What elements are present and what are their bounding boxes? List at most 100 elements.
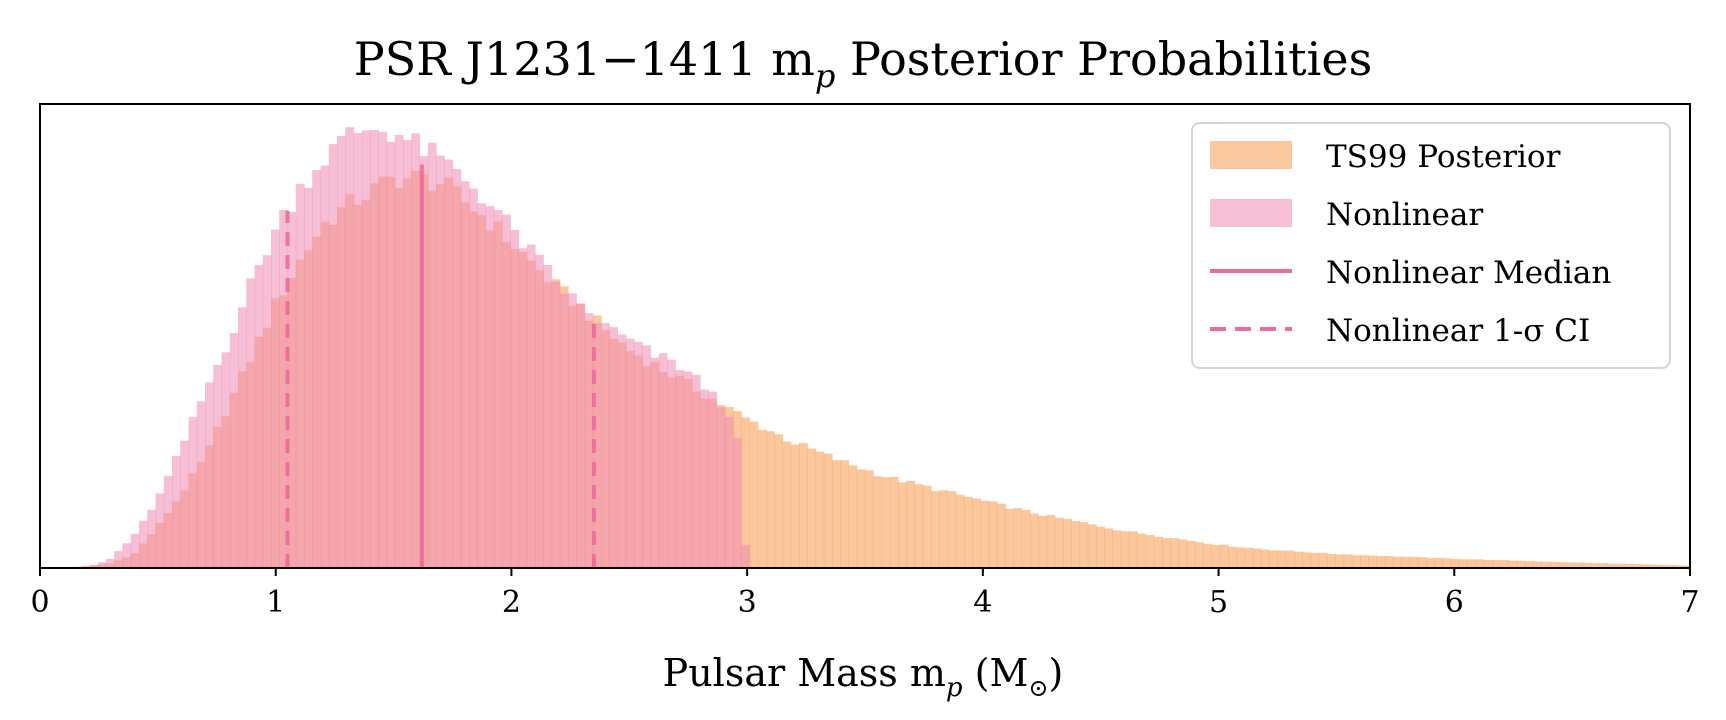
histogram-bar <box>741 417 751 568</box>
histogram-bar <box>1285 550 1295 568</box>
histogram-bar <box>1071 520 1081 568</box>
histogram-bar <box>89 565 99 568</box>
histogram-bar <box>1681 565 1691 568</box>
histogram-bar <box>1368 555 1378 568</box>
histogram-bar <box>601 323 610 568</box>
histogram-bar <box>436 155 445 568</box>
histogram-bar <box>386 141 396 569</box>
histogram-bar <box>1508 560 1518 568</box>
histogram-bar <box>625 338 635 568</box>
histogram-bar <box>1343 554 1353 568</box>
histogram-bar <box>1269 550 1279 568</box>
histogram-bar <box>675 370 685 568</box>
histogram-bar <box>254 264 264 568</box>
histogram-bar <box>1195 542 1204 568</box>
histogram-bar <box>1137 533 1147 568</box>
histogram-bar <box>328 144 338 569</box>
histogram-bar <box>964 496 973 568</box>
axes-frame <box>39 103 1691 569</box>
histogram-bar <box>1005 508 1015 568</box>
histogram-bar <box>155 493 165 568</box>
chart-title-sub: p <box>815 57 835 95</box>
histogram-bar <box>1409 556 1419 568</box>
histogram-bar <box>823 453 833 568</box>
histogram-bar <box>1467 559 1477 568</box>
histogram-bar <box>229 333 239 568</box>
histogram-bar <box>1516 560 1526 568</box>
histogram-bar <box>205 382 214 568</box>
histogram-bar <box>477 203 487 568</box>
histogram-bar <box>1442 558 1452 568</box>
histogram-bar <box>370 129 379 569</box>
histogram-bar <box>543 264 553 568</box>
histogram-bar <box>1566 562 1576 568</box>
histogram-bar <box>1351 555 1361 568</box>
histogram-bar <box>1021 509 1031 568</box>
x-axis-label-main: Pulsar Mass m <box>663 651 946 695</box>
histogram-bar <box>1500 560 1510 568</box>
x-axis-label-sub2: ⊙ <box>1028 674 1048 702</box>
legend-label-ci: Nonlinear 1-σ CI <box>1326 313 1590 349</box>
legend-label-ts99: TS99 Posterior <box>1326 139 1561 175</box>
histogram-bar <box>947 491 957 568</box>
histogram-bar <box>188 417 198 568</box>
histogram-bar <box>378 131 388 568</box>
histogram-bar <box>1673 565 1683 568</box>
histogram-bar <box>1203 543 1213 568</box>
histogram-bar <box>493 210 503 569</box>
histogram-bar <box>1492 559 1501 568</box>
histogram-bar <box>1120 531 1130 568</box>
histogram-bar <box>221 352 231 568</box>
x-tick-label: 5 <box>1209 585 1228 620</box>
histogram-bar <box>1087 524 1097 568</box>
histogram-bar <box>988 501 998 568</box>
histogram-bar <box>922 485 932 568</box>
histogram-bar <box>1079 522 1089 568</box>
histogram-bar <box>898 482 907 568</box>
histogram-bar <box>906 480 916 568</box>
histogram-bar <box>997 503 1006 568</box>
histogram-bar <box>1096 526 1105 568</box>
x-axis-label: Pulsar Mass mp (M⊙) <box>663 651 1064 703</box>
legend-label-median: Nonlinear Median <box>1326 255 1611 291</box>
histogram-bar <box>1310 552 1320 568</box>
histogram-bar <box>1063 518 1072 568</box>
histogram-bar <box>1483 559 1493 568</box>
histogram-bar <box>196 401 206 568</box>
histogram-bar <box>1186 540 1196 568</box>
histogram-bar <box>1393 556 1402 568</box>
histogram-bar <box>353 133 363 569</box>
histogram-bar <box>1244 547 1254 568</box>
series-nonlinear <box>89 127 751 569</box>
histogram-bar <box>81 565 91 568</box>
histogram-bar <box>1294 551 1303 568</box>
x-axis-label-end: ) <box>1049 651 1064 695</box>
histogram-bar <box>469 188 478 568</box>
histogram-bar <box>452 168 462 569</box>
histogram-bar <box>658 353 668 568</box>
histogram-bar <box>1632 564 1642 568</box>
histogram-bar <box>799 443 808 568</box>
histogram-bar <box>320 165 330 569</box>
histogram-bar <box>617 334 627 568</box>
histogram-bar <box>782 441 792 568</box>
histogram-bar <box>106 558 115 568</box>
histogram-bar <box>889 476 899 568</box>
histogram-bar <box>139 520 148 568</box>
histogram-bar <box>1211 544 1221 568</box>
histogram-bar <box>345 127 355 568</box>
histogram-bar <box>419 156 429 568</box>
histogram-bar <box>535 254 544 568</box>
histogram-bar <box>815 451 825 568</box>
histogram-bar <box>287 211 297 568</box>
histogram-bar <box>502 214 511 568</box>
histogram-bar <box>716 407 726 568</box>
histogram-bar <box>1228 546 1237 568</box>
histogram-bar <box>262 255 272 568</box>
histogram-bar <box>1525 561 1534 568</box>
histogram-bar <box>1302 552 1312 568</box>
histogram-bar <box>1591 563 1600 568</box>
x-tick-label: 2 <box>502 585 521 620</box>
histogram-bar <box>650 357 660 568</box>
